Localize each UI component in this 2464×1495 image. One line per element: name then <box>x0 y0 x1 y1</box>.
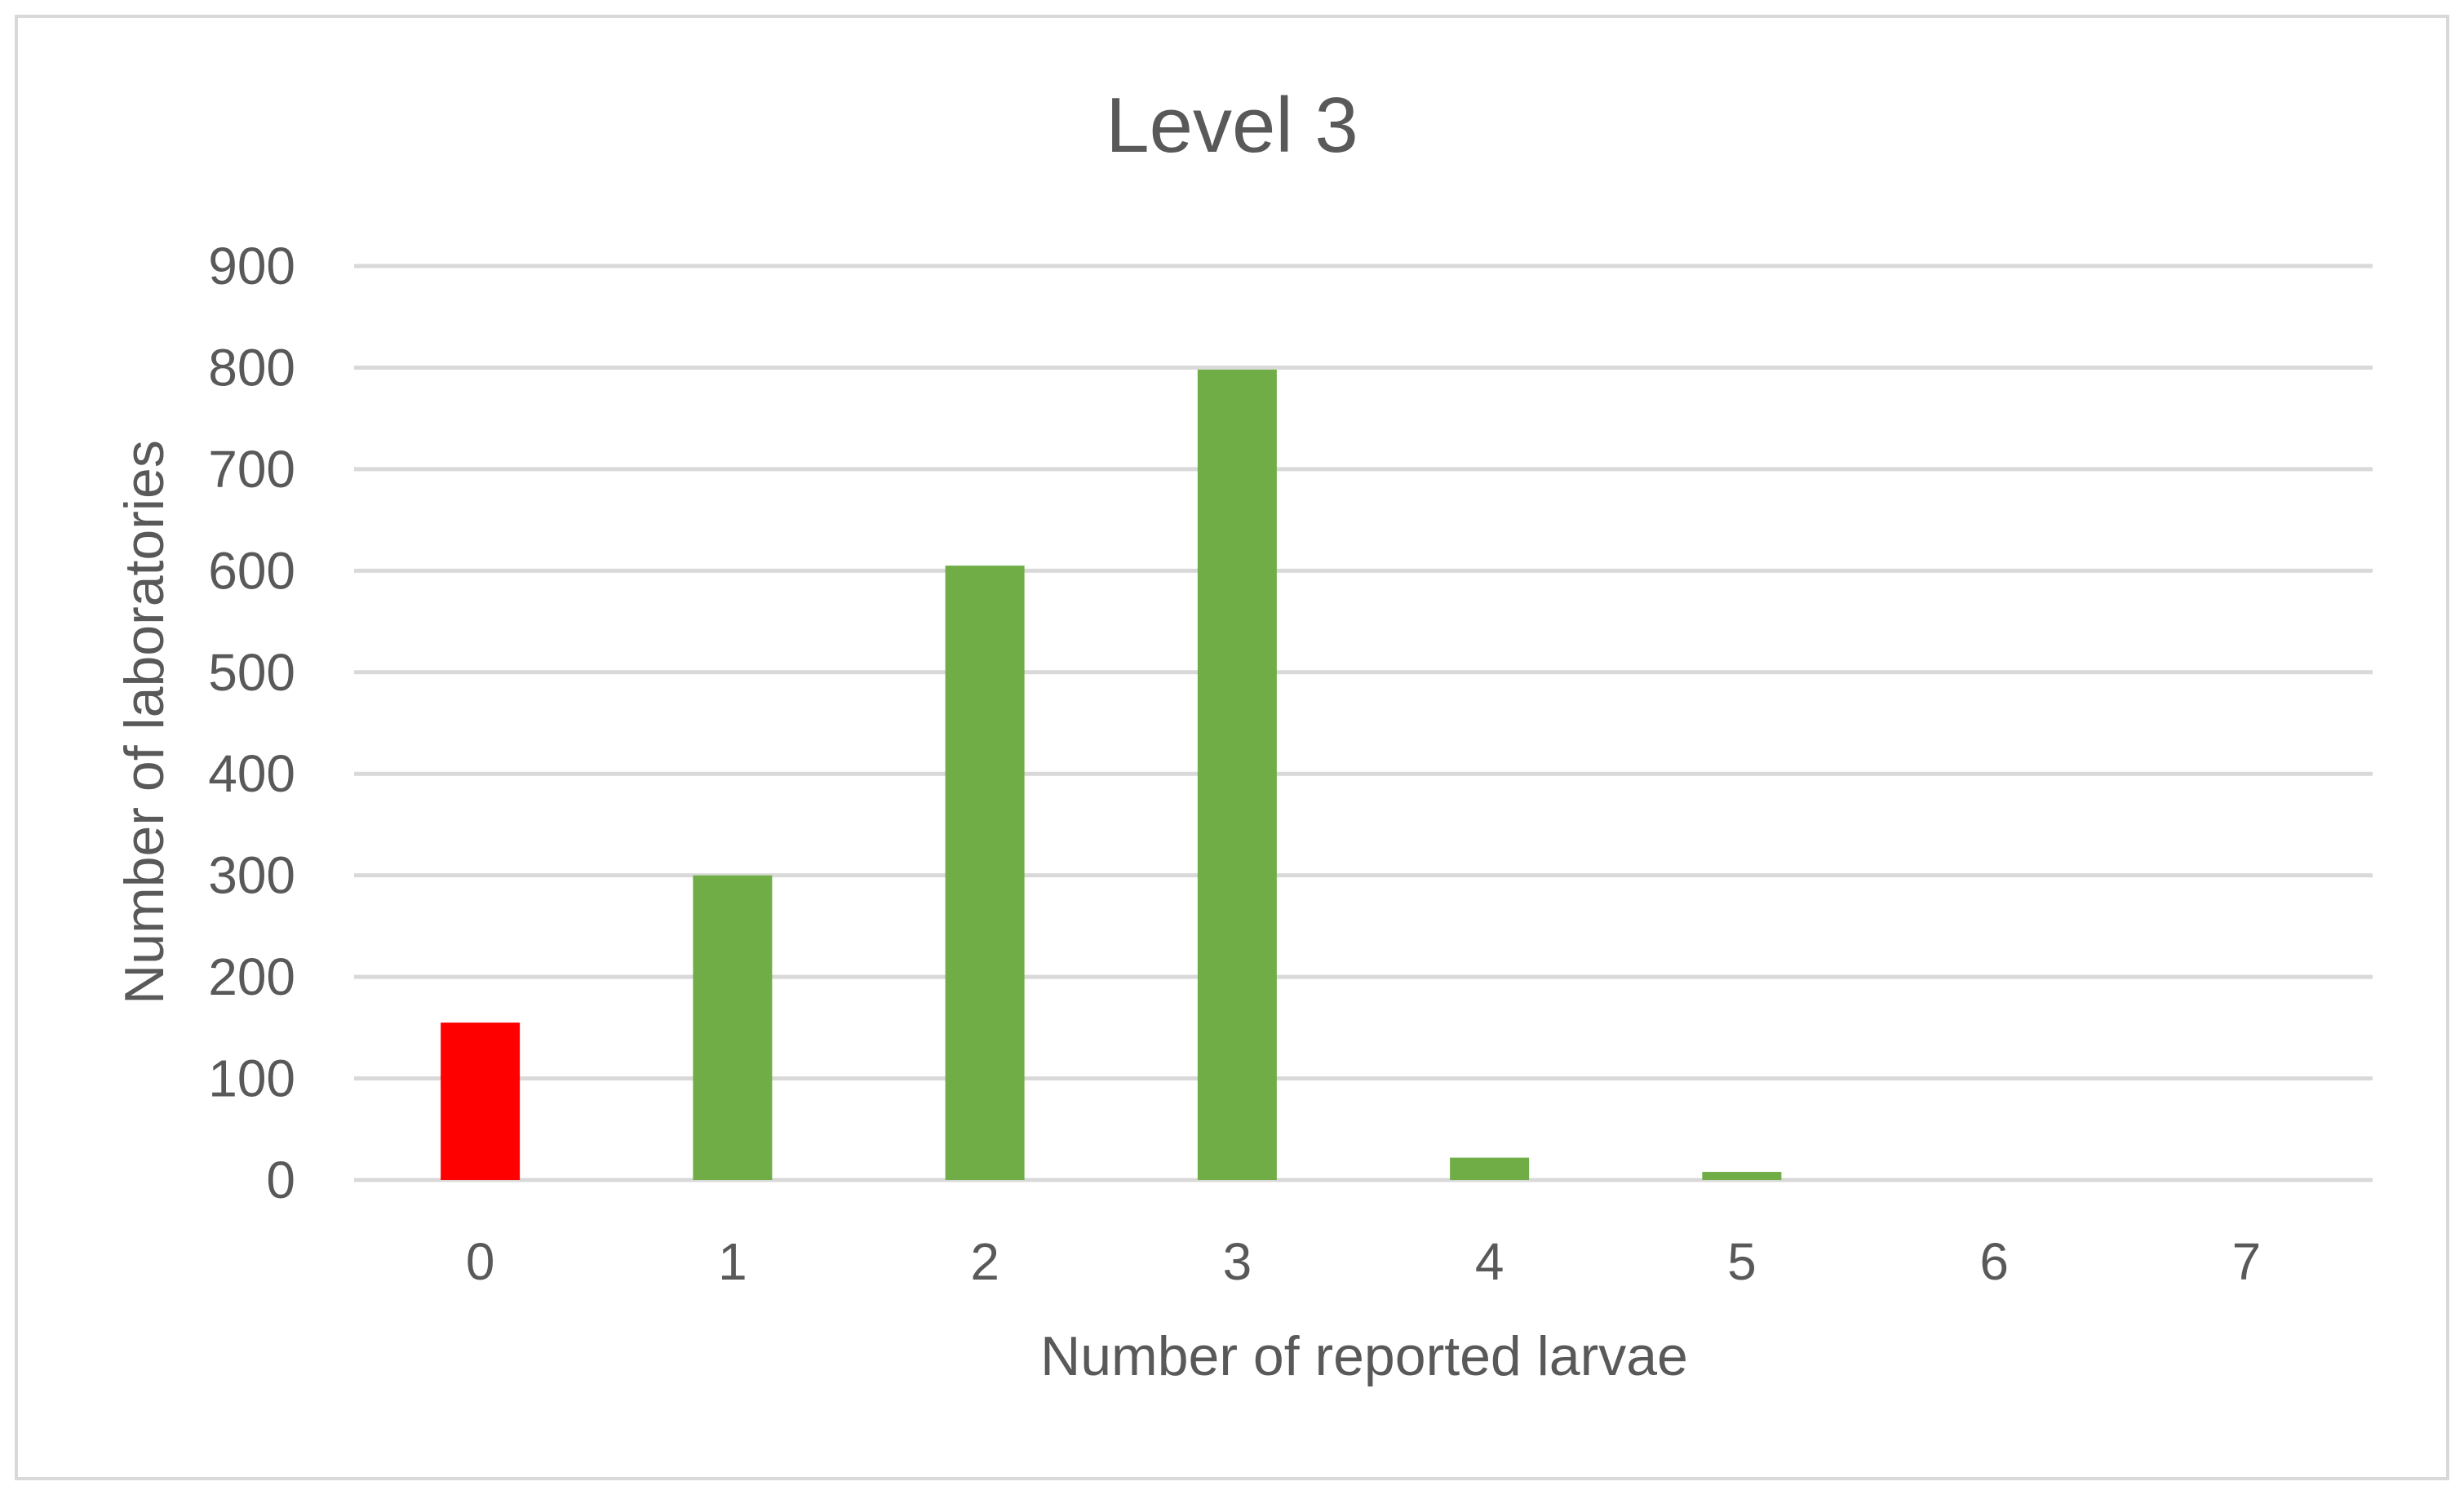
y-tick-label: 700 <box>208 440 295 499</box>
x-axis-ticks: 0 1 2 3 4 5 6 7 <box>466 1232 2261 1291</box>
x-tick-label: 6 <box>1979 1232 2009 1291</box>
bars <box>441 369 1782 1180</box>
x-tick-label: 1 <box>718 1232 747 1291</box>
x-tick-label: 4 <box>1475 1232 1505 1291</box>
y-tick-label: 200 <box>208 947 295 1006</box>
y-tick-label: 100 <box>208 1049 295 1108</box>
y-tick-label: 900 <box>208 237 295 295</box>
x-tick-label: 3 <box>1223 1232 1252 1291</box>
bar-0 <box>441 1023 521 1180</box>
gridlines <box>354 264 2373 1182</box>
bar-3 <box>1197 369 1277 1180</box>
bar-1 <box>693 875 773 1180</box>
y-tick-label: 800 <box>208 338 295 397</box>
y-tick-label: 400 <box>208 744 295 803</box>
x-axis-title: Number of reported larvae <box>1040 1325 1688 1387</box>
y-axis-title: Number of laboratories <box>113 440 175 1005</box>
x-tick-label: 5 <box>1727 1232 1757 1291</box>
x-tick-label: 0 <box>466 1232 495 1291</box>
x-tick-label: 2 <box>970 1232 999 1291</box>
x-tick-label: 7 <box>2232 1232 2262 1291</box>
y-tick-label: 300 <box>208 846 295 905</box>
bar-5 <box>1702 1172 1782 1180</box>
y-tick-label: 0 <box>266 1151 295 1209</box>
y-tick-label: 500 <box>208 643 295 702</box>
y-axis-ticks: 0 100 200 300 400 500 600 700 800 900 <box>208 237 295 1209</box>
chart-title: Level 3 <box>1106 82 1358 169</box>
bar-2 <box>945 566 1025 1180</box>
bar-4 <box>1450 1157 1530 1180</box>
y-tick-label: 600 <box>208 541 295 600</box>
